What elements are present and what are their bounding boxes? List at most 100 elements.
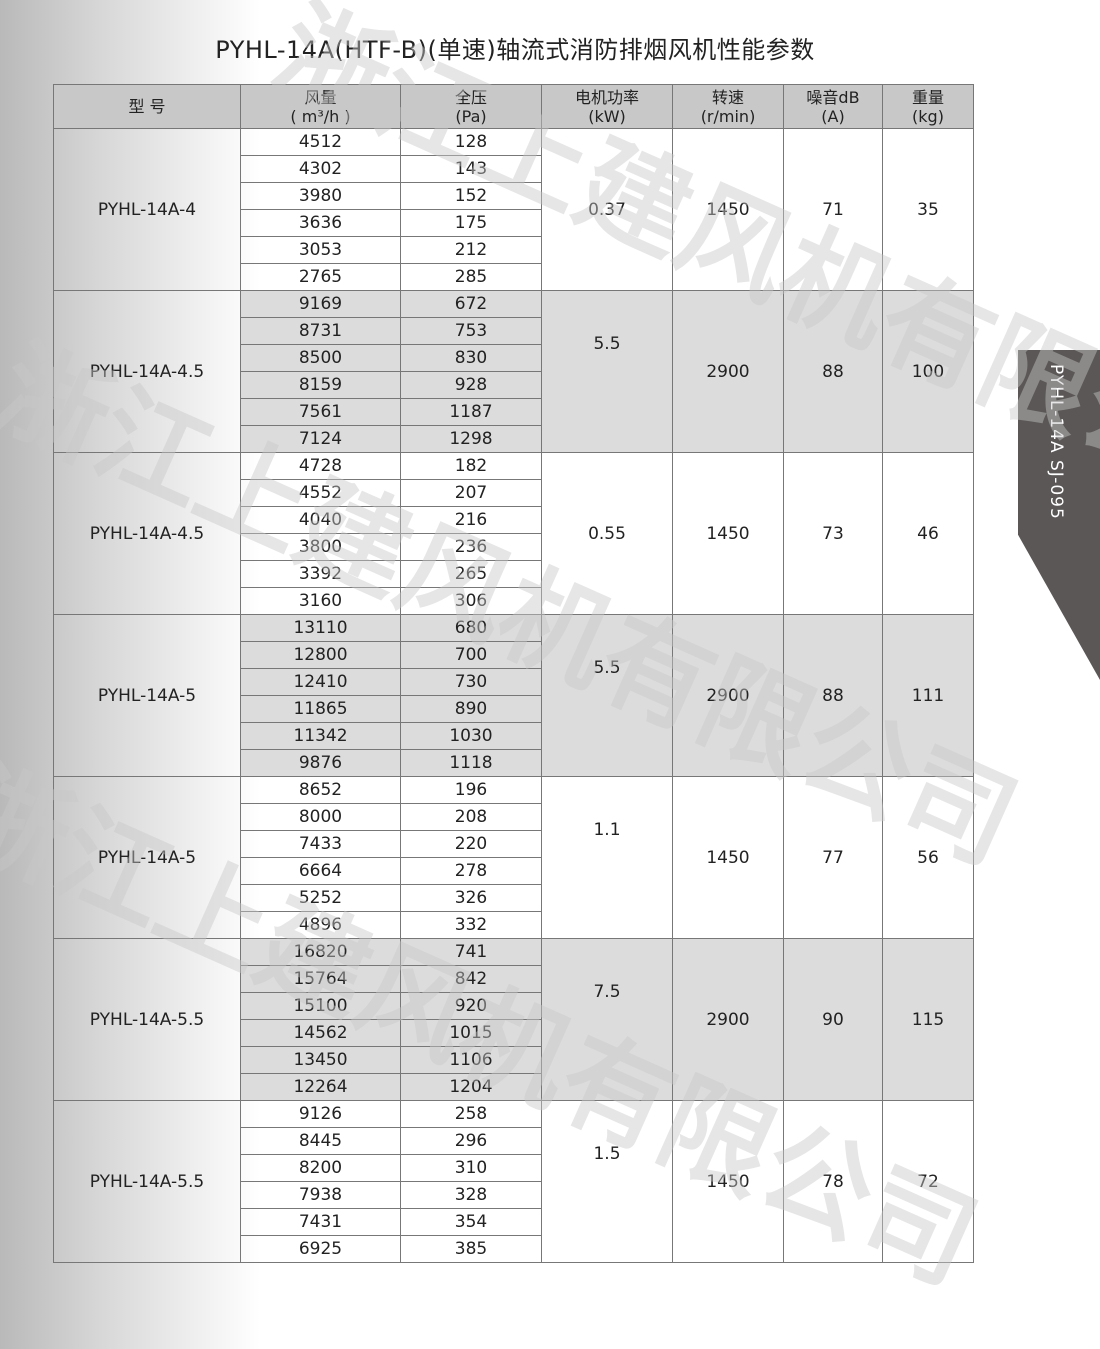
table-row: 12410 730 — [54, 668, 974, 696]
pressure-cell: 385 — [400, 1235, 542, 1263]
pressure-cell: 196 — [400, 776, 542, 804]
model-cell: PYHL-14A-5.5 — [53, 938, 241, 1101]
power-cell: 5.5 — [541, 614, 673, 777]
flow-cell: 7561 — [240, 398, 401, 426]
speed-cell: 1450 — [672, 1100, 784, 1263]
pressure-cell: 207 — [400, 479, 542, 507]
header-label: 全压 — [454, 87, 487, 107]
noise-cell: 88 — [783, 290, 883, 453]
pressure-cell: 326 — [400, 884, 542, 912]
flow-cell: 16820 — [240, 938, 401, 966]
pressure-cell: 208 — [400, 803, 542, 831]
table-row: 13450 1106 — [54, 1046, 974, 1074]
pressure-cell: 1030 — [400, 722, 542, 750]
table-row: 12264 1204 — [54, 1073, 974, 1101]
noise-cell: 73 — [783, 452, 883, 615]
flow-cell: 3636 — [240, 209, 401, 237]
flow-cell: 4512 — [240, 128, 401, 156]
table-row: PYHL-14A-5.5 9126 258 1.5 1450 78 72 — [53, 1100, 974, 1263]
weight-cell: 111 — [882, 614, 974, 777]
speed-cell: 2900 — [672, 290, 784, 453]
table-row: 8731 753 — [54, 317, 974, 345]
pressure-cell: 730 — [400, 668, 542, 696]
pressure-cell: 236 — [400, 533, 542, 561]
flow-cell: 7938 — [240, 1181, 401, 1209]
noise-cell: 88 — [783, 614, 883, 777]
side-tab: PYHL-14A SJ-095 — [1018, 350, 1100, 680]
table-row: 4302 143 — [54, 155, 974, 183]
model-cell: PYHL-14A-4.5 — [53, 290, 241, 453]
pressure-cell: 328 — [400, 1181, 542, 1209]
noise-cell: 78 — [783, 1100, 883, 1263]
flow-cell: 11865 — [240, 695, 401, 723]
header-weight: 重量 (kg) — [882, 84, 974, 129]
header-label: 型 号 — [128, 97, 166, 116]
model-cell: PYHL-14A-5 — [53, 776, 241, 939]
pressure-cell: 265 — [400, 560, 542, 588]
flow-cell: 5252 — [240, 884, 401, 912]
table-row: 6664 278 — [54, 857, 974, 885]
pressure-cell: 220 — [400, 830, 542, 858]
flow-cell: 4896 — [240, 911, 401, 939]
pressure-cell: 278 — [400, 857, 542, 885]
weight-cell: 35 — [882, 128, 974, 291]
flow-cell: 3980 — [240, 182, 401, 210]
pressure-cell: 830 — [400, 344, 542, 372]
header-noise: 噪音dB (A) — [783, 84, 883, 129]
table-row: 8500 830 — [54, 344, 974, 372]
model-cell: PYHL-14A-4.5 — [53, 452, 241, 615]
flow-cell: 14562 — [240, 1019, 401, 1047]
table-row: 7561 1187 — [54, 398, 974, 426]
flow-cell: 8159 — [240, 371, 401, 399]
flow-cell: 9169 — [240, 290, 401, 318]
flow-cell: 9876 — [240, 749, 401, 777]
table-row: 3160 306 — [54, 587, 974, 615]
header-unit: ( m³/h ) — [290, 106, 351, 126]
flow-cell: 8200 — [240, 1154, 401, 1182]
flow-cell: 3160 — [240, 587, 401, 615]
pressure-cell: 310 — [400, 1154, 542, 1182]
header-unit: (r/min) — [700, 106, 756, 126]
flow-cell: 6925 — [240, 1235, 401, 1263]
pressure-cell: 258 — [400, 1100, 542, 1128]
speed-cell: 1450 — [672, 128, 784, 291]
flow-cell: 12800 — [240, 641, 401, 669]
flow-cell: 3392 — [240, 560, 401, 588]
table-row: PYHL-14A-4.5 9169 672 5.5 2900 88 100 — [53, 290, 974, 453]
pressure-cell: 1015 — [400, 1019, 542, 1047]
flow-cell: 8000 — [240, 803, 401, 831]
page-title: PYHL-14A(HTF-B)(单速)轴流式消防排烟风机性能参数 — [215, 36, 815, 64]
flow-cell: 12410 — [240, 668, 401, 696]
table-row: PYHL-14A-5.5 16820 741 7.5 2900 90 115 — [53, 938, 974, 1101]
weight-cell: 115 — [882, 938, 974, 1101]
table-row: 2765 285 — [54, 263, 974, 291]
table-row: 3053 212 — [54, 236, 974, 264]
pressure-cell: 306 — [400, 587, 542, 615]
pressure-cell: 672 — [400, 290, 542, 318]
pressure-cell: 1118 — [400, 749, 542, 777]
header-label: 电机功率 — [574, 87, 639, 107]
header-label: 风量 — [304, 87, 337, 107]
pressure-cell: 1187 — [400, 398, 542, 426]
speed-cell: 1450 — [672, 776, 784, 939]
header-unit: (kg) — [912, 106, 944, 126]
pressure-cell: 182 — [400, 452, 542, 480]
header-flow: 风量( m³/h ) — [240, 84, 401, 129]
table-row: 7433 220 — [54, 830, 974, 858]
flow-cell: 7124 — [240, 425, 401, 453]
header-model: 型 号 — [53, 84, 241, 129]
pressure-cell: 842 — [400, 965, 542, 993]
table-row: 4552 207 — [54, 479, 974, 507]
header-pressure: 全压 (Pa) — [400, 84, 542, 129]
pressure-cell: 354 — [400, 1208, 542, 1236]
table-row: 3636 175 — [54, 209, 974, 237]
side-tab-label: PYHL-14A SJ-095 — [1046, 364, 1066, 520]
table-row: 15100 920 — [54, 992, 974, 1020]
table-row: PYHL-14A-4 4512 128 0.37 1450 71 35 — [53, 128, 974, 291]
power-cell: 1.5 — [541, 1100, 673, 1263]
table-row: PYHL-14A-5 8652 196 1.1 1450 77 56 — [53, 776, 974, 939]
weight-cell: 46 — [882, 452, 974, 615]
header-unit: (Pa) — [455, 106, 487, 126]
pressure-cell: 928 — [400, 371, 542, 399]
pressure-cell: 152 — [400, 182, 542, 210]
